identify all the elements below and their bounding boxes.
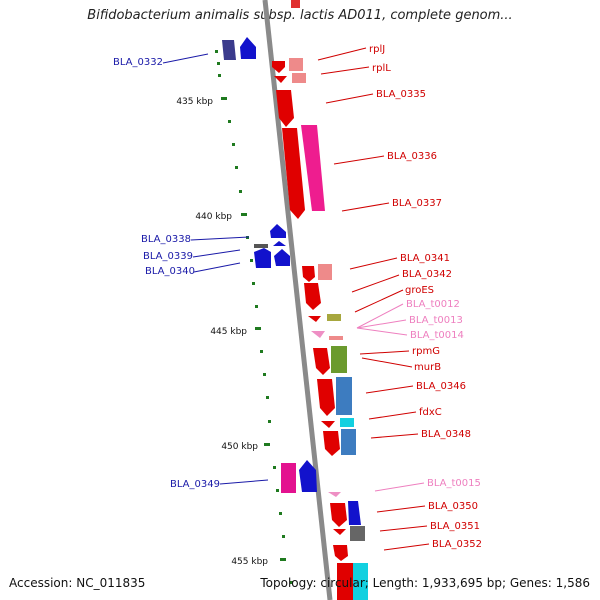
right-gene-label[interactable]: BLA_0348	[421, 429, 471, 440]
gene-bla-0340[interactable]	[274, 249, 290, 266]
gene-rpmg[interactable]	[313, 348, 330, 375]
left-gene-label[interactable]: BLA_0332	[113, 57, 163, 68]
gene-murb[interactable]	[331, 346, 347, 373]
gene-bla-0337[interactable]	[301, 125, 325, 211]
gene-groes-olive[interactable]	[327, 314, 341, 321]
gene-bla-0352[interactable]	[333, 545, 348, 561]
left-gene-label[interactable]: BLA_0339	[143, 251, 193, 262]
scale-label: 445 kbp	[210, 327, 247, 337]
scale-ruler	[215, 50, 293, 584]
gene-bla-0350-blue[interactable]	[348, 501, 361, 525]
gene-top-stub[interactable]	[291, 0, 300, 8]
gene-bla-0351[interactable]	[350, 526, 365, 541]
right-gene-label[interactable]: BLA_0350	[428, 501, 478, 512]
accession-text: Accession: NC_011835	[9, 576, 146, 590]
right-gene-label[interactable]: BLA_0335	[376, 89, 426, 100]
gene-rpll-arrow[interactable]	[274, 76, 287, 83]
right-gene-label[interactable]: groES	[405, 285, 434, 296]
right-gene-label[interactable]: fdxC	[419, 407, 442, 418]
gene-bottom-red[interactable]	[337, 563, 353, 600]
right-strand-features	[272, 0, 368, 600]
gene-bla-0341[interactable]	[302, 266, 315, 282]
trna-label[interactable]: BLA_t0015	[427, 478, 481, 489]
trna-bla-t0012[interactable]	[311, 331, 325, 338]
left-gene-label[interactable]: BLA_0340	[145, 266, 195, 277]
gene-bla-0349[interactable]	[299, 460, 317, 492]
gene-groes[interactable]	[308, 316, 321, 322]
gene-bla-0339[interactable]	[273, 241, 286, 246]
right-gene-label[interactable]: rplL	[372, 63, 391, 74]
right-gene-label[interactable]: rplJ	[369, 44, 385, 55]
trna-label[interactable]: BLA_t0012	[406, 299, 460, 310]
map-title: Bifidobacterium animalis subsp. lactis A…	[87, 8, 513, 23]
left-strand-features	[222, 37, 317, 493]
gene-bla-0335[interactable]	[276, 90, 294, 127]
right-gene-label[interactable]: murB	[414, 362, 441, 373]
scale-label: 435 kbp	[176, 97, 213, 107]
gene-bla-0346-blue[interactable]	[336, 377, 352, 415]
gene-bla-0346[interactable]	[317, 379, 335, 416]
right-leader-lines	[317, 47, 430, 551]
scale-label: 450 kbp	[221, 442, 258, 452]
trna-bla-t0015[interactable]	[328, 492, 341, 497]
trna-leader-lines	[356, 303, 425, 492]
left-gene-label[interactable]: BLA_0349	[170, 479, 220, 490]
scale-label: 440 kbp	[195, 212, 232, 222]
gene-bla-0332-left[interactable]	[222, 40, 236, 60]
right-gene-label[interactable]: BLA_0351	[430, 521, 480, 532]
right-gene-label[interactable]: BLA_0352	[432, 539, 482, 550]
right-gene-label[interactable]: BLA_0341	[400, 253, 450, 264]
right-gene-label[interactable]: BLA_0336	[387, 151, 437, 162]
genome-backbone	[262, 0, 333, 600]
left-gene-label[interactable]: BLA_0338	[141, 234, 191, 245]
gene-bla-0339-grey[interactable]	[254, 244, 268, 248]
gene-bottom-cyan[interactable]	[353, 563, 368, 600]
scale-label: 455 kbp	[231, 557, 268, 567]
left-leader-lines	[162, 53, 269, 485]
gene-bla-0349-pink[interactable]	[281, 463, 296, 493]
gene-bla-0350[interactable]	[330, 503, 347, 527]
gene-fdxc[interactable]	[321, 421, 335, 428]
gene-bla-0348[interactable]	[323, 431, 340, 456]
trna-bla-t0013[interactable]	[329, 336, 343, 340]
genome-summary-text: Topology: circular; Length: 1,933,695 bp…	[260, 576, 590, 590]
trna-label[interactable]: BLA_t0014	[410, 330, 464, 341]
right-gene-label[interactable]: BLA_0342	[402, 269, 452, 280]
gene-rplj-arrow[interactable]	[272, 61, 285, 73]
gene-bla-0341-pink[interactable]	[318, 264, 332, 280]
gene-bla-0351-arrow[interactable]	[333, 529, 346, 535]
gene-rpll[interactable]	[292, 73, 306, 83]
gene-bla-0348-blue[interactable]	[341, 429, 356, 455]
gene-bla-0342[interactable]	[304, 283, 321, 310]
right-gene-label[interactable]: BLA_0337	[392, 198, 442, 209]
gene-fdxc-cyan[interactable]	[340, 418, 354, 427]
gene-bla-0338[interactable]	[270, 224, 286, 238]
gene-bla-0332[interactable]	[240, 37, 256, 59]
gene-rplj[interactable]	[289, 58, 303, 71]
right-gene-label[interactable]: rpmG	[412, 346, 440, 357]
gene-bla-0336[interactable]	[282, 128, 305, 219]
gene-bla-0340-left[interactable]	[254, 248, 271, 268]
trna-label[interactable]: BLA_t0013	[409, 315, 463, 326]
right-gene-label[interactable]: BLA_0346	[416, 381, 466, 392]
